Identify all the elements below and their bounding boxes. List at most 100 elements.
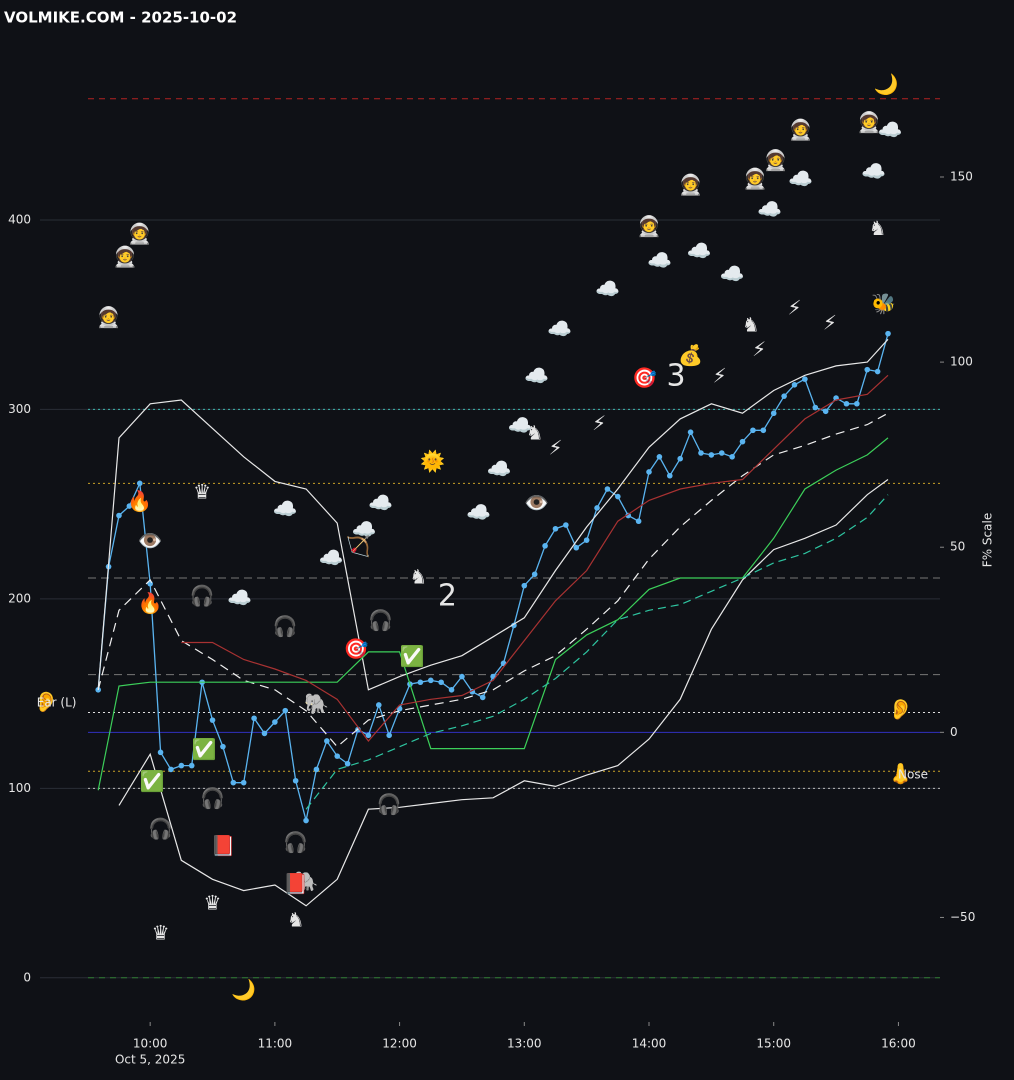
series-line (97, 412, 889, 748)
point (178, 762, 185, 769)
point (843, 400, 850, 407)
annotation: 🧑‍🚀 (763, 148, 788, 172)
point (781, 393, 787, 399)
annotation: ☁️ (547, 316, 572, 340)
point (209, 717, 216, 723)
point (542, 543, 548, 549)
y2-tick-label: 50 (950, 540, 965, 554)
annotation: 🏹 (346, 534, 371, 558)
point (292, 777, 299, 784)
annotation: 👂 (34, 690, 59, 714)
annotation: 👃 (888, 762, 913, 786)
annotation: 🎧 (190, 583, 215, 607)
point (854, 400, 860, 407)
annotation: ♞ (409, 565, 427, 589)
annotation: 🔥 (138, 591, 163, 615)
point (168, 766, 174, 773)
annotation: 📕 (210, 834, 235, 858)
annotation: ☁️ (757, 197, 782, 221)
point (718, 450, 725, 456)
annotation: 2 (438, 578, 457, 613)
point (313, 766, 320, 773)
annotation: 📕 (283, 871, 308, 895)
annotation: 👁️ (524, 491, 549, 515)
point (573, 544, 580, 551)
point (874, 368, 881, 375)
point (511, 622, 517, 629)
point (448, 687, 455, 693)
annotation: 🎧 (200, 786, 225, 810)
point (760, 427, 767, 434)
x-tick-label: 16:00 (881, 1037, 916, 1051)
annotation: 🧑‍🚀 (127, 222, 152, 246)
point (334, 753, 341, 759)
point (802, 376, 808, 382)
annotation: 🧑‍🚀 (857, 110, 882, 134)
annotation: ☁️ (352, 517, 377, 541)
point (459, 673, 465, 680)
point (698, 450, 704, 456)
point (812, 404, 819, 411)
point (303, 817, 309, 824)
x-tick-label: 14:00 (632, 1037, 667, 1051)
y-tick-label: 300 (8, 402, 31, 416)
point (646, 469, 652, 475)
point (261, 730, 268, 737)
point (438, 679, 444, 686)
annotation: ☁️ (861, 159, 886, 183)
annotation: ⚡ (787, 296, 801, 320)
annotation: ✅ (140, 769, 165, 793)
y-tick-label: 400 (8, 212, 31, 226)
point (656, 453, 663, 460)
annotation: ☁️ (319, 546, 344, 570)
point (635, 518, 642, 525)
point (282, 707, 289, 714)
chart-title: VOLMIKE.COM - 2025-10-02 (4, 9, 237, 27)
annotation: ☁️ (686, 239, 711, 263)
point (417, 679, 424, 686)
x-tick-label: 10:00 (133, 1037, 168, 1051)
annotation: ☁️ (720, 261, 745, 285)
y2-tick-label: −50 (950, 910, 975, 924)
annotation: ☁️ (788, 167, 813, 191)
annotation: 🎧 (283, 830, 308, 854)
annotation: ⚡ (752, 337, 766, 361)
point (324, 738, 330, 744)
annotation: 🌙 (231, 978, 256, 1002)
point (770, 410, 777, 417)
point (750, 427, 756, 434)
y2-tick-label: 150 (950, 169, 973, 183)
point (885, 330, 891, 337)
annotation: ☁️ (595, 277, 620, 301)
point (708, 452, 715, 458)
series-line (97, 338, 889, 691)
point (126, 503, 133, 509)
point (864, 366, 871, 373)
point (272, 719, 278, 725)
annotation: 👁️ (138, 529, 163, 553)
annotation: ♛ (152, 921, 170, 945)
annotation: 👂 (888, 697, 913, 721)
point (677, 455, 683, 462)
annotation: 🧑‍🚀 (113, 244, 138, 268)
x-date-label: Oct 5, 2025 (115, 1053, 185, 1067)
point (251, 715, 257, 722)
annotation: 🎧 (273, 614, 298, 638)
point (365, 732, 372, 739)
annotation: ✅ (400, 644, 425, 668)
annotation: ♞ (869, 216, 887, 240)
point (220, 743, 226, 750)
annotation: 🌙 (874, 72, 899, 96)
series-line (181, 374, 889, 742)
y2-tick-label: 100 (950, 355, 973, 369)
annotation: ♛ (193, 479, 211, 503)
point (116, 512, 122, 519)
point (375, 702, 382, 708)
point (739, 438, 746, 445)
annotation: 🐝 (871, 292, 896, 316)
annotation: 🎯 (632, 366, 657, 390)
point (615, 493, 621, 500)
annotation: ☁️ (524, 364, 549, 388)
point (136, 480, 143, 487)
annotation: 🧑‍🚀 (96, 305, 121, 329)
